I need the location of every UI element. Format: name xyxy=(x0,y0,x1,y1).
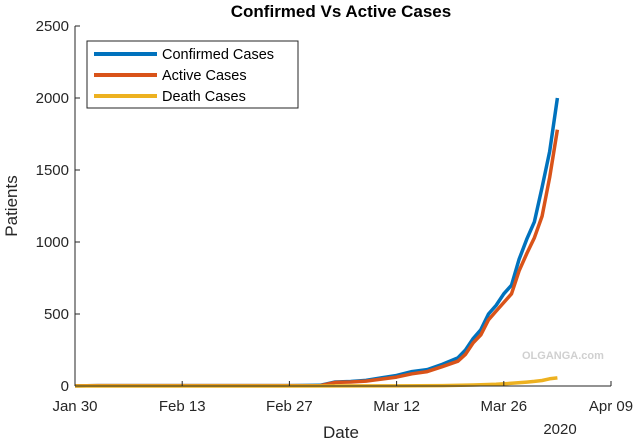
year-label: 2020 xyxy=(543,421,576,438)
legend-label-confirmed: Confirmed Cases xyxy=(162,47,274,63)
x-ticks: Jan 30 Feb 13 Feb 27 Mar 12 Mar 26 Apr 09 xyxy=(52,381,633,415)
x-axis-label: Date xyxy=(323,423,359,441)
legend: Confirmed Cases Active Cases Death Cases xyxy=(86,40,299,109)
legend-label-death: Death Cases xyxy=(162,89,246,105)
x-tick-label: Feb 13 xyxy=(159,398,206,415)
x-tick-label: Feb 27 xyxy=(266,398,313,415)
plot-lines xyxy=(74,97,560,388)
axes xyxy=(74,26,611,387)
x-tick-label: Apr 09 xyxy=(589,398,633,415)
y-tick-label: 2500 xyxy=(36,18,69,35)
series-line-confirmed xyxy=(74,97,560,388)
series-line-active xyxy=(74,129,560,388)
y-ticks: 0 500 1000 1500 2000 2500 xyxy=(36,18,80,395)
series-line-death xyxy=(75,376,558,388)
y-tick-label: 1000 xyxy=(36,234,69,251)
y-tick-label: 500 xyxy=(44,306,69,323)
y-tick-label: 2000 xyxy=(36,90,69,107)
y-tick-label: 1500 xyxy=(36,162,69,179)
legend-label-active: Active Cases xyxy=(162,68,247,84)
x-tick-label: Mar 26 xyxy=(480,398,527,415)
watermark: OLGANGA.com xyxy=(522,350,604,362)
x-tick-label: Jan 30 xyxy=(52,398,97,415)
y-tick-label: 0 xyxy=(61,378,69,395)
y-axis-label: Patients xyxy=(2,175,21,236)
chart-title: Confirmed Vs Active Cases xyxy=(231,2,451,21)
x-tick-label: Mar 12 xyxy=(373,398,420,415)
